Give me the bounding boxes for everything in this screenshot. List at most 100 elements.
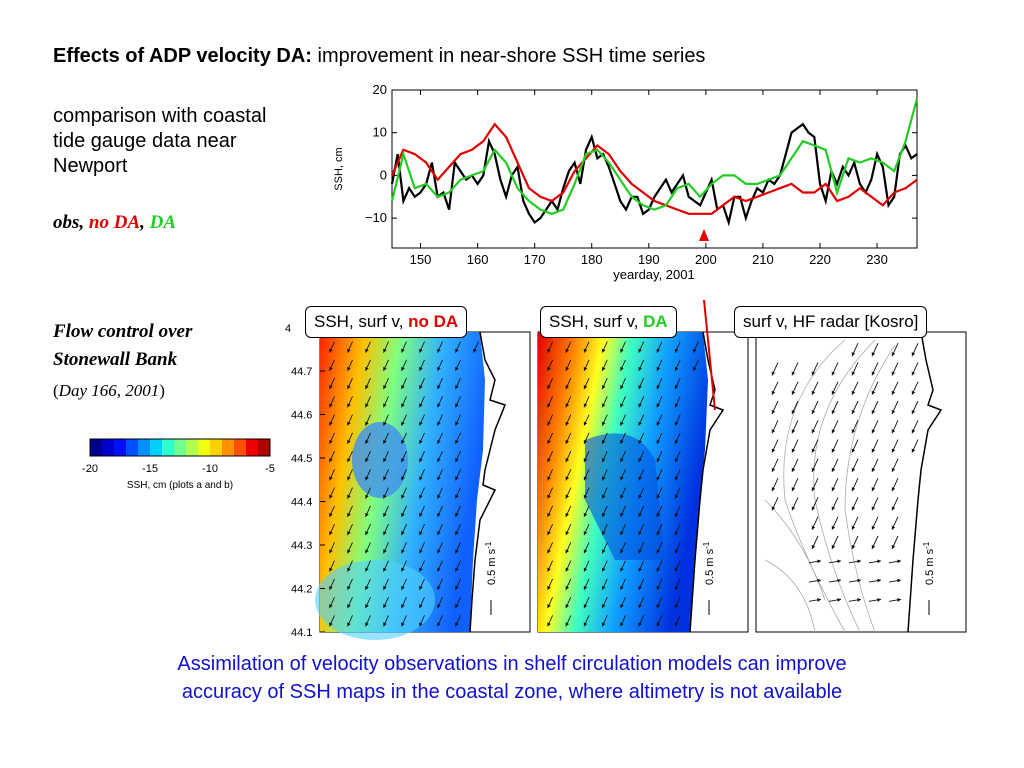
colorbar-cell xyxy=(102,439,115,456)
map-c-scale: 0.5 m s-1 xyxy=(922,541,936,615)
velocity-arrowhead xyxy=(811,467,816,472)
velocity-arrowhead xyxy=(383,494,387,499)
velocity-arrowhead xyxy=(871,390,876,395)
velocity-arrowhead xyxy=(857,578,861,583)
velocity-arrowhead xyxy=(620,439,624,444)
velocity-arrowhead xyxy=(811,506,816,511)
velocity-arrowhead xyxy=(601,512,606,517)
velocity-arrowhead xyxy=(401,385,405,390)
velocity-arrowhead xyxy=(791,467,796,472)
velocity-arrowhead xyxy=(383,458,387,463)
velocity-arrowhead xyxy=(583,439,588,444)
velocity-arrowhead xyxy=(365,567,369,572)
velocity-arrowhead xyxy=(891,448,896,453)
velocity-arrowhead xyxy=(565,622,570,627)
comparison-text: comparison with coastal tide gauge data … xyxy=(53,104,333,179)
velocity-arrowhead xyxy=(857,559,861,564)
velocity-arrowhead xyxy=(771,371,776,376)
velocity-arrowhead xyxy=(437,385,441,390)
velocity-arrowhead xyxy=(791,506,796,511)
velocity-arrowhead xyxy=(547,403,551,408)
velocity-arrowhead xyxy=(638,604,642,609)
velocity-arrowhead xyxy=(437,622,441,627)
velocity-arrowhead xyxy=(401,494,405,499)
velocity-arrowhead xyxy=(877,598,881,602)
velocity-arrowhead xyxy=(419,604,423,609)
x-tick-label-150: 150 xyxy=(410,252,432,267)
velocity-arrowhead xyxy=(620,622,624,627)
y-tick-label-10: 10 xyxy=(373,125,387,140)
velocity-arrowhead xyxy=(601,348,606,353)
velocity-arrowhead xyxy=(601,567,606,572)
velocity-arrowhead xyxy=(365,366,369,371)
velocity-arrowhead xyxy=(401,439,405,444)
velocity-arrowhead xyxy=(383,385,387,390)
velocity-arrowhead xyxy=(365,421,369,426)
velocity-arrowhead xyxy=(851,410,856,414)
velocity-arrowhead xyxy=(365,385,369,390)
velocity-arrowhead xyxy=(565,403,570,408)
velocity-arrowhead xyxy=(911,390,916,395)
velocity-arrowhead xyxy=(547,585,551,590)
x-tick-label-160: 160 xyxy=(467,252,489,267)
velocity-arrowhead xyxy=(437,512,441,517)
velocity-arrowhead xyxy=(851,429,856,434)
colorbar-cell xyxy=(114,439,127,456)
velocity-arrowhead xyxy=(329,531,333,536)
velocity-arrowhead xyxy=(473,348,477,353)
velocity-arrowhead xyxy=(547,366,551,371)
y-tick-label-0: 0 xyxy=(380,167,387,182)
footer-line-1: Assimilation of velocity observations in… xyxy=(177,653,847,675)
velocity-arrowhead xyxy=(547,458,551,463)
velocity-arrowhead xyxy=(871,545,876,549)
velocity-arrowhead xyxy=(674,458,679,463)
velocity-arrowhead xyxy=(620,512,624,517)
velocity-arrowhead xyxy=(871,429,876,434)
velocity-arrowhead xyxy=(638,494,642,499)
velocity-arrowhead xyxy=(583,348,588,353)
velocity-arrowhead xyxy=(347,366,351,371)
velocity-arrowhead xyxy=(674,476,679,481)
velocity-arrowhead xyxy=(565,348,570,353)
velocity-arrowhead xyxy=(656,421,661,426)
velocity-arrowhead xyxy=(837,578,841,583)
velocity-arrowhead xyxy=(638,567,642,572)
velocity-arrowhead xyxy=(601,421,606,426)
velocity-arrowhead xyxy=(455,403,459,408)
panel-label-da-highlight: DA xyxy=(643,312,668,331)
velocity-arrowhead xyxy=(455,348,459,353)
velocity-arrowhead xyxy=(583,622,588,627)
map-panel-da: 0.5 m s-1 xyxy=(537,331,749,633)
ssh-colorbar: -20 -15 -10 -5 SSH, cm (plots a and b) xyxy=(82,438,275,491)
velocity-arrowhead xyxy=(871,487,876,492)
velocity-arrowhead xyxy=(419,348,423,353)
velocity-arrowhead xyxy=(547,476,551,481)
velocity-arrowhead xyxy=(638,366,642,371)
velocity-arrowhead xyxy=(565,476,570,481)
velocity-arrowhead xyxy=(656,512,661,517)
velocity-arrowhead xyxy=(620,385,624,390)
velocity-arrowhead xyxy=(383,622,387,627)
velocity-arrowhead xyxy=(419,567,423,572)
velocity-arrowhead xyxy=(674,494,679,499)
velocity-arrowhead xyxy=(455,622,459,627)
velocity-arrowhead xyxy=(347,385,351,390)
velocity-arrowhead xyxy=(401,403,405,408)
velocity-arrowhead xyxy=(656,549,661,554)
velocity-arrowhead xyxy=(831,390,836,395)
velocity-arrowhead xyxy=(455,494,459,499)
velocity-arrowhead xyxy=(638,476,642,481)
velocity-arrowhead xyxy=(638,531,642,536)
velocity-arrowhead xyxy=(419,366,423,371)
velocity-arrowhead xyxy=(771,506,776,511)
lat-tick-label: 44.1 xyxy=(291,627,312,639)
panel-label-radar-text: surf v, HF radar [Kosro] xyxy=(743,312,919,331)
colorbar-frame xyxy=(89,438,271,457)
velocity-arrowhead xyxy=(419,622,423,627)
velocity-arrowhead xyxy=(365,585,369,590)
velocity-arrowhead xyxy=(601,549,606,554)
velocity-arrowhead xyxy=(583,567,588,572)
colorbar-tick-label: -15 xyxy=(142,463,158,475)
velocity-arrowhead xyxy=(851,525,856,530)
velocity-arrowhead xyxy=(419,476,423,481)
